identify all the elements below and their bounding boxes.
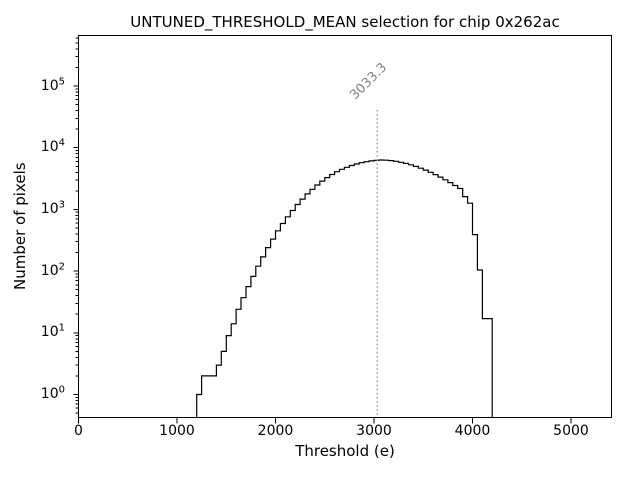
x-axis-label: Threshold (e) <box>295 442 395 460</box>
x-tick-label: 4000 <box>454 423 491 439</box>
x-tick-label: 5000 <box>553 423 589 439</box>
x-tick-label: 2000 <box>257 423 294 439</box>
y-tick-label: 105 <box>40 75 65 94</box>
chart-title: UNTUNED_THRESHOLD_MEAN selection for chi… <box>130 13 560 31</box>
axes-spines <box>78 35 612 418</box>
x-tick-label: 3000 <box>356 423 392 439</box>
x-tick-label: 1000 <box>159 423 195 439</box>
y-tick-label: 101 <box>40 322 65 341</box>
y-tick-label: 100 <box>40 384 65 402</box>
y-tick-label: 103 <box>40 199 65 217</box>
histogram-line <box>196 159 493 418</box>
x-tick-label: 0 <box>74 423 83 439</box>
y-tick-label: 102 <box>40 260 65 279</box>
y-tick-label: 104 <box>40 137 65 156</box>
